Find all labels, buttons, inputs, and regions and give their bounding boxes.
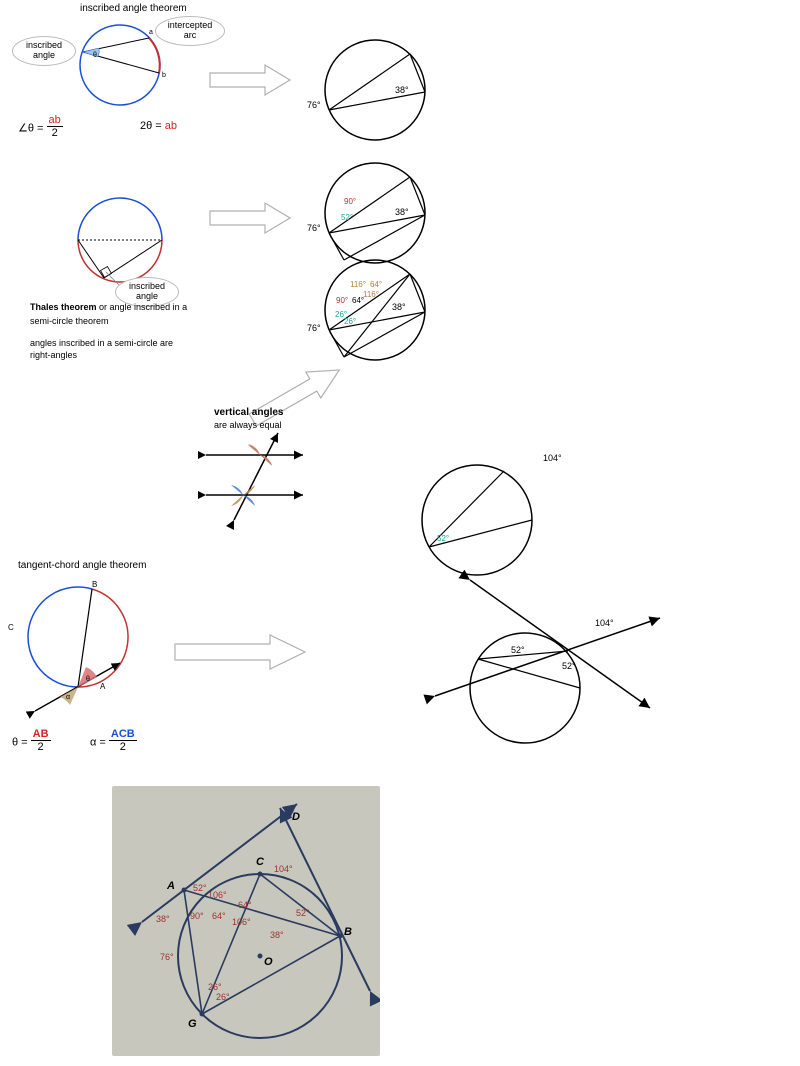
arrow-icon: [170, 630, 310, 674]
worked-38b: 38°: [270, 930, 284, 940]
worked-label-G: G: [188, 1018, 197, 1030]
thales-line-2: semi-circle theorem: [30, 316, 109, 326]
svg-text:θ: θ: [86, 676, 90, 683]
worked-26b: 26°: [216, 992, 230, 1002]
label-64-3b: 64°: [370, 280, 382, 289]
formula-tangent-theta: θ = AB 2: [12, 730, 51, 755]
section-title-tangent: tangent-chord angle theorem: [18, 560, 146, 571]
svg-text:θ: θ: [93, 52, 97, 59]
worked-104: 104°: [274, 864, 293, 874]
label-116-3b: 116°: [363, 290, 379, 299]
thales-line-4: right-angles: [30, 350, 77, 360]
worked-64b: 64°: [212, 911, 226, 921]
formula-lhs: ∠θ =: [18, 122, 43, 134]
formula-tangent-alpha: α = ACB 2: [90, 730, 137, 755]
label-90-3: 90°: [336, 296, 348, 305]
worked-label-C: C: [256, 856, 264, 868]
thales-rest: or angle inscribed in a: [97, 302, 188, 312]
formula-inscribed-double: 2θ = ab: [140, 120, 177, 132]
label-38: 38°: [395, 85, 409, 95]
worked-label-O: O: [264, 956, 273, 968]
arrow-icon: [205, 60, 295, 100]
formula-den-3: 2: [31, 741, 51, 753]
label-52-5b: 52°: [562, 661, 576, 671]
label-52-5a: 52°: [511, 645, 525, 655]
worked-106b: 106°: [232, 917, 251, 927]
worked-64a: 64°: [238, 900, 252, 910]
thales-line-1: Thales theorem or angle inscribed in a: [30, 302, 187, 312]
bubble-inscribed-angle: inscribedangle: [12, 36, 76, 66]
label-38-2: 38°: [395, 207, 409, 217]
diagram-circle-76-38: [310, 25, 440, 155]
svg-text:a: a: [149, 29, 153, 36]
worked-52: 52°: [193, 883, 207, 893]
label-76: 76°: [307, 100, 321, 110]
worked-label-B: B: [344, 926, 352, 938]
worked-52b: 52°: [296, 908, 310, 918]
label-38-3: 38°: [392, 302, 406, 312]
label-76-3: 76°: [307, 323, 321, 333]
bubble-intercepted-arc: interceptedarc: [155, 16, 225, 46]
section-title-inscribed: inscribed angle theorem: [80, 3, 187, 14]
formula-rhs-2: ab: [165, 120, 177, 132]
vertical-angles-title: vertical angles: [214, 407, 283, 418]
worked-label-A: A: [167, 880, 175, 892]
label-90: 90°: [344, 197, 356, 206]
formula-num-4: ACB: [109, 728, 137, 741]
formula-inscribed-half: ∠θ = ab 2: [18, 116, 63, 141]
worked-example-panel: D C A B G O 104° 52° 106° 64° 90° 64° 10…: [112, 786, 380, 1056]
formula-num: ab: [47, 114, 63, 127]
worked-26a: 26°: [208, 982, 222, 992]
svg-text:B: B: [92, 580, 97, 589]
svg-text:α: α: [66, 694, 70, 701]
thales-bold: Thales theorem: [30, 302, 97, 312]
label-76-2: 76°: [307, 223, 321, 233]
formula-den: 2: [47, 127, 63, 139]
label-52: 52°: [341, 213, 353, 222]
label-104-4: 104°: [543, 453, 562, 463]
arrow-icon: [205, 198, 295, 238]
label-104-5: 104°: [595, 618, 614, 628]
label-26-3b: 26°: [344, 317, 356, 326]
svg-text:A: A: [100, 682, 106, 691]
worked-76: 76°: [160, 952, 174, 962]
svg-text:b: b: [162, 72, 166, 79]
diagram-vertical-angles: [198, 425, 318, 545]
worked-106a: 106°: [208, 890, 227, 900]
label-116-3a: 116°: [350, 280, 366, 289]
formula-lhs-3: θ =: [12, 736, 28, 748]
worked-90: 90°: [190, 911, 204, 921]
formula-lhs-4: α =: [90, 736, 106, 748]
formula-num-3: AB: [31, 728, 51, 741]
thales-line-3: angles inscribed in a semi-circle are: [30, 338, 173, 348]
formula-den-4: 2: [109, 741, 137, 753]
label-52-4: 52°: [437, 534, 449, 543]
formula-lhs-2: 2θ =: [140, 120, 162, 132]
diagram-tangent-chord: C B A θ α: [0, 575, 160, 725]
svg-text:C: C: [8, 623, 14, 632]
worked-label-D: D: [292, 811, 300, 823]
diagram-circle-tangent-lines: [400, 568, 680, 768]
worked-38a: 38°: [156, 914, 170, 924]
